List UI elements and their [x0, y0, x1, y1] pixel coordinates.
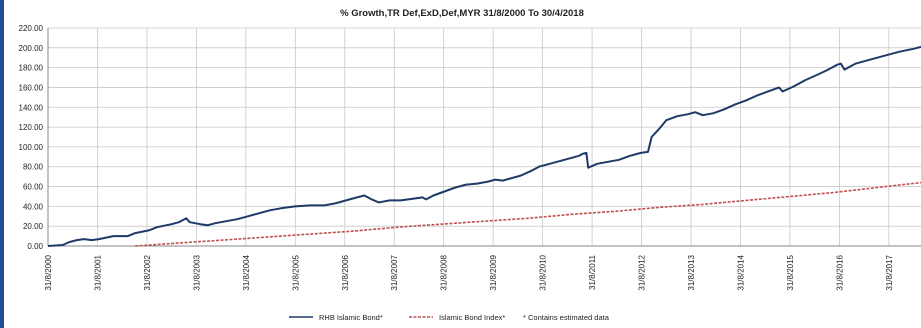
- legend: RHB Islamic Bond* Islamic Bond Index* * Co…: [289, 313, 610, 322]
- y-tick-label: 140.00: [19, 103, 44, 112]
- x-tick-label: 31/8/2016: [835, 254, 844, 290]
- y-tick-label: 200.00: [19, 44, 44, 53]
- series-layer: [47, 45, 921, 247]
- legend-footnote: * Contains estimated data: [523, 313, 610, 322]
- x-tick-label: 31/8/2006: [341, 254, 350, 290]
- grid-layer: [47, 27, 921, 247]
- x-tick-label: 31/8/2001: [93, 254, 102, 290]
- chart-title: % Growth,TR Def,ExD,Def,MYR 31/8/2000 To…: [340, 8, 584, 19]
- legend-label-rhb-islamic-bond: RHB Islamic Bond*: [319, 313, 383, 322]
- y-tick-label: 180.00: [19, 64, 44, 73]
- y-tick-label: 220.00: [19, 24, 44, 33]
- series-line-islamic-bond-index: [135, 181, 921, 247]
- x-tick-label: 31/8/2015: [786, 254, 795, 290]
- x-tick-label: 31/8/2013: [687, 254, 696, 290]
- x-axis-tick-labels: 31/8/2000 31/8/2001 31/8/2002 31/8/2003 31/8…: [44, 254, 894, 290]
- y-tick-label: 120.00: [19, 123, 44, 132]
- x-tick-label: 31/8/2014: [736, 254, 745, 290]
- x-tick-label: 31/8/2003: [192, 254, 201, 290]
- x-tick-label: 31/8/2012: [638, 254, 647, 290]
- y-axis-tick-labels: 0.00 20.00 40.00 60.00 80.00 100.00 120.00 140.…: [19, 24, 44, 251]
- x-tick-label: 31/8/2011: [588, 254, 597, 290]
- y-tick-label: 100.00: [19, 143, 44, 152]
- x-tick-label: 31/8/2008: [440, 254, 449, 290]
- x-tick-label: 31/8/2010: [539, 254, 548, 290]
- y-tick-label: 80.00: [23, 163, 44, 172]
- series-line-rhb-islamic-bond: [47, 45, 921, 247]
- x-tick-label: 31/8/2007: [390, 254, 399, 290]
- x-tick-label: 31/8/2017: [885, 254, 894, 290]
- left-border-accent: [0, 0, 4, 328]
- x-tick-label: 31/8/2002: [143, 254, 152, 290]
- y-tick-label: 20.00: [23, 222, 44, 231]
- y-tick-label: 160.00: [19, 83, 44, 92]
- y-tick-label: 60.00: [23, 183, 44, 192]
- y-tick-label: 0.00: [27, 242, 43, 251]
- legend-label-islamic-bond-index: Islamic Bond Index*: [439, 313, 505, 322]
- x-tick-label: 31/8/2000: [44, 254, 53, 290]
- y-tick-label: 40.00: [23, 202, 44, 211]
- x-tick-label: 31/8/2009: [489, 254, 498, 290]
- x-tick-label: 31/8/2004: [242, 254, 251, 290]
- x-tick-label: 31/8/2005: [291, 254, 300, 290]
